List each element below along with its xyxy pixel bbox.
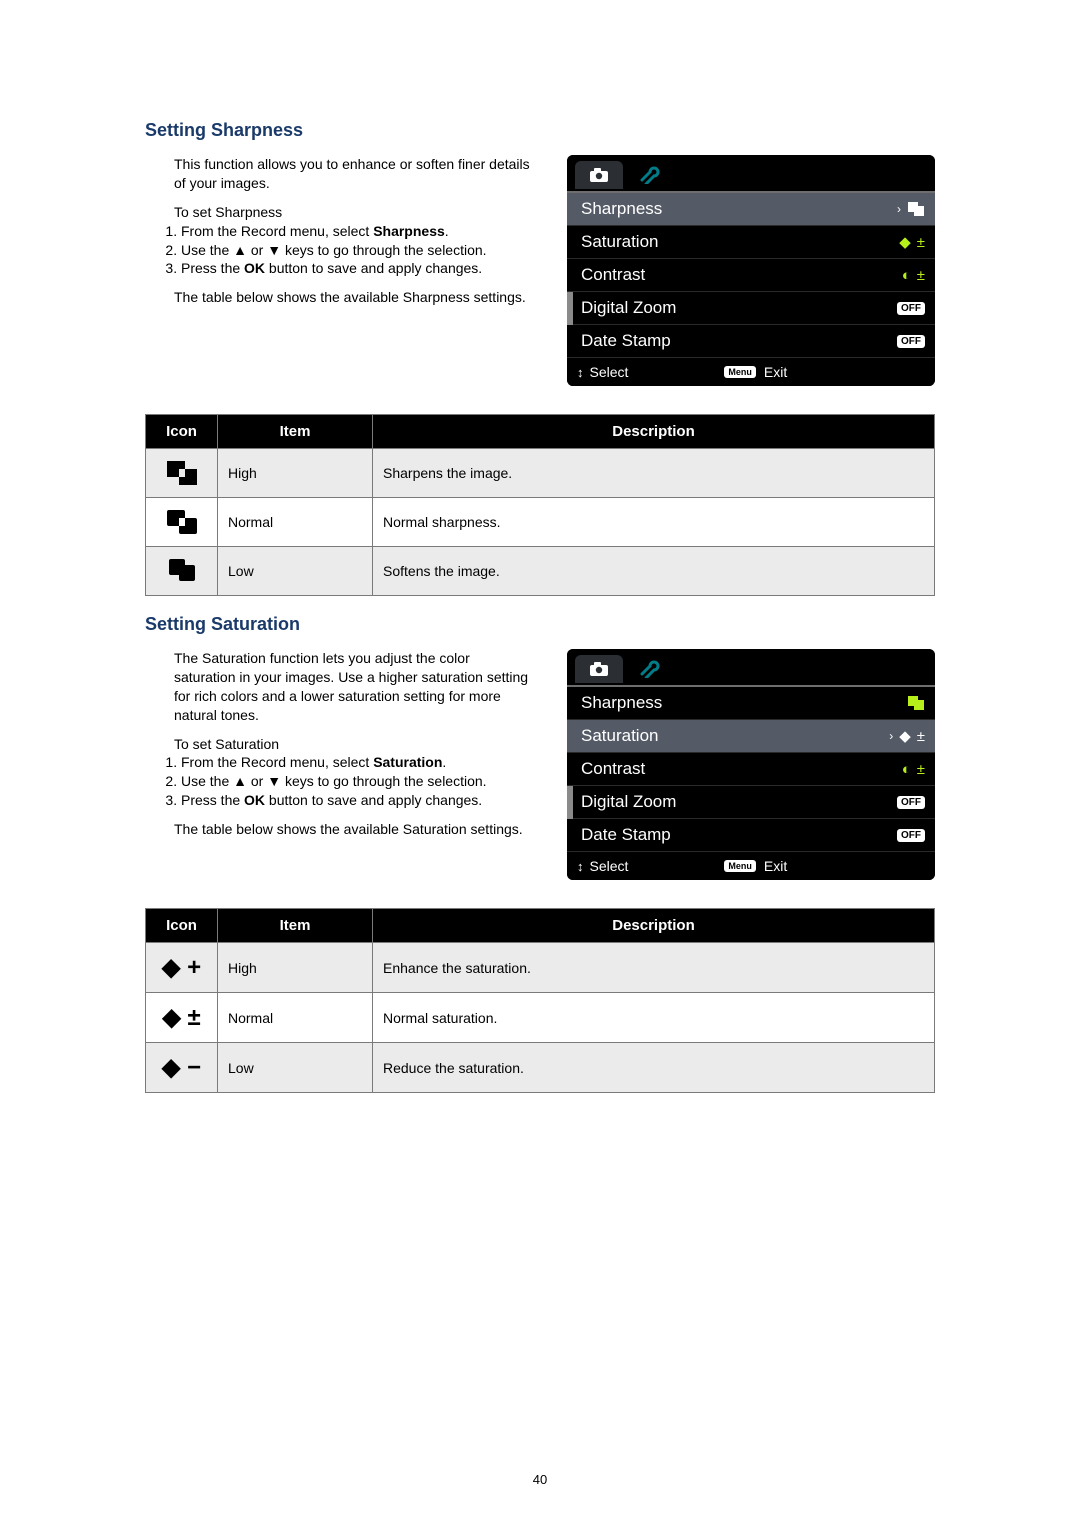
table-row: ◆ − Low Reduce the saturation. (146, 1043, 935, 1093)
off-badge: OFF (897, 796, 925, 809)
menu-row-saturation: Saturation › ◆± (567, 720, 935, 753)
up-triangle-icon: ▲ (233, 242, 247, 258)
sharpness-settings-table: Icon Item Description High Sharpens the … (145, 414, 935, 596)
drop-icon: ◆ (899, 727, 911, 745)
saturation-howto-title: To set Saturation (174, 735, 535, 754)
camera-tab-icon (575, 161, 623, 189)
table-row: Normal Normal sharpness. (146, 498, 935, 547)
table-row: ◆ ± Normal Normal saturation. (146, 993, 935, 1043)
sharpness-high-icon (907, 201, 925, 217)
table-row: Low Softens the image. (146, 547, 935, 596)
camera-menu-saturation: Sharpness Saturation › ◆± Contrast ◐± (567, 649, 935, 880)
menu-pill: Menu (724, 366, 756, 378)
section-heading-sharpness: Setting Sharpness (145, 120, 935, 141)
cell-item: High (218, 943, 373, 993)
contrast-icon: ◐ (902, 761, 911, 778)
chevron-right-icon: › (889, 729, 893, 743)
sharpness-howto-title: To set Sharpness (174, 203, 535, 222)
document-page: Setting Sharpness This function allows y… (0, 0, 1080, 1527)
sharpness-table-intro: The table below shows the available Shar… (174, 288, 535, 307)
plus-minus-icon: ± (917, 234, 925, 251)
saturation-normal-icon: ◆ ± (146, 993, 218, 1043)
col-header-icon: Icon (146, 909, 218, 943)
sharpness-steps: From the Record menu, select Sharpness. … (163, 222, 535, 279)
cell-desc: Normal sharpness. (373, 498, 935, 547)
menu-pill: Menu (724, 860, 756, 872)
page-number: 40 (0, 1472, 1080, 1487)
menu-row-digital-zoom: Digital Zoom OFF (567, 292, 935, 325)
contrast-icon: ◐ (902, 267, 911, 284)
menu-row-sharpness: Sharpness (567, 687, 935, 720)
cell-item: Low (218, 1043, 373, 1093)
menu-row-contrast: Contrast ◐± (567, 259, 935, 292)
cell-desc: Reduce the saturation. (373, 1043, 935, 1093)
sharpness-icon (907, 695, 925, 711)
step-2: Use the ▲ or ▼ keys to go through the se… (181, 772, 535, 791)
off-badge: OFF (897, 335, 925, 348)
down-triangle-icon: ▼ (267, 242, 281, 258)
sharpness-text-column: This function allows you to enhance or s… (145, 155, 535, 317)
off-badge: OFF (897, 302, 925, 315)
wrench-tab-icon (625, 655, 673, 683)
updown-arrows-icon: ↕ (577, 365, 582, 380)
menu-row-contrast: Contrast ◐± (567, 753, 935, 786)
sharpness-high-icon (146, 449, 218, 498)
saturation-steps: From the Record menu, select Saturation.… (163, 753, 535, 810)
off-badge: OFF (897, 829, 925, 842)
sharpness-low-icon (146, 547, 218, 596)
saturation-low-icon: ◆ − (146, 1043, 218, 1093)
cell-item: Normal (218, 498, 373, 547)
col-header-item: Item (218, 415, 373, 449)
saturation-high-icon: ◆ + (146, 943, 218, 993)
menu-footer: ↕ Select Menu Exit (567, 358, 935, 386)
camera-tab-icon (575, 655, 623, 683)
saturation-intro: The Saturation function lets you adjust … (174, 649, 535, 725)
menu-row-sharpness: Sharpness › (567, 193, 935, 226)
cell-desc: Normal saturation. (373, 993, 935, 1043)
saturation-text-column: The Saturation function lets you adjust … (145, 649, 535, 849)
sharpness-top-block: This function allows you to enhance or s… (145, 155, 935, 386)
cell-item: Low (218, 547, 373, 596)
up-triangle-icon: ▲ (233, 773, 247, 789)
chevron-right-icon: › (897, 202, 901, 216)
cell-item: Normal (218, 993, 373, 1043)
cell-desc: Enhance the saturation. (373, 943, 935, 993)
cell-item: High (218, 449, 373, 498)
step-2: Use the ▲ or ▼ keys to go through the se… (181, 241, 535, 260)
camera-menu-sharpness: Sharpness › Saturation ◆± Contrast ◐± Di… (567, 155, 935, 386)
saturation-settings-table: Icon Item Description ◆ + High Enhance t… (145, 908, 935, 1093)
updown-arrows-icon: ↕ (577, 859, 582, 874)
step-3: Press the OK button to save and apply ch… (181, 791, 535, 810)
table-row: High Sharpens the image. (146, 449, 935, 498)
down-triangle-icon: ▼ (267, 773, 281, 789)
cell-desc: Softens the image. (373, 547, 935, 596)
col-header-item: Item (218, 909, 373, 943)
col-header-description: Description (373, 415, 935, 449)
saturation-top-block: The Saturation function lets you adjust … (145, 649, 935, 880)
plus-minus-icon: ± (917, 728, 925, 745)
menu-row-saturation: Saturation ◆± (567, 226, 935, 259)
step-1: From the Record menu, select Sharpness. (181, 222, 535, 241)
drop-icon: ◆ (899, 233, 911, 251)
saturation-table-intro: The table below shows the available Satu… (174, 820, 535, 839)
menu-row-date-stamp: Date Stamp OFF (567, 819, 935, 852)
sharpness-intro: This function allows you to enhance or s… (174, 155, 535, 193)
table-row: ◆ + High Enhance the saturation. (146, 943, 935, 993)
cell-desc: Sharpens the image. (373, 449, 935, 498)
section-heading-saturation: Setting Saturation (145, 614, 935, 635)
step-3: Press the OK button to save and apply ch… (181, 259, 535, 278)
menu-row-date-stamp: Date Stamp OFF (567, 325, 935, 358)
col-header-description: Description (373, 909, 935, 943)
menu-row-digital-zoom: Digital Zoom OFF (567, 786, 935, 819)
menu-footer: ↕ Select Menu Exit (567, 852, 935, 880)
sharpness-normal-icon (146, 498, 218, 547)
step-1: From the Record menu, select Saturation. (181, 753, 535, 772)
wrench-tab-icon (625, 161, 673, 189)
col-header-icon: Icon (146, 415, 218, 449)
